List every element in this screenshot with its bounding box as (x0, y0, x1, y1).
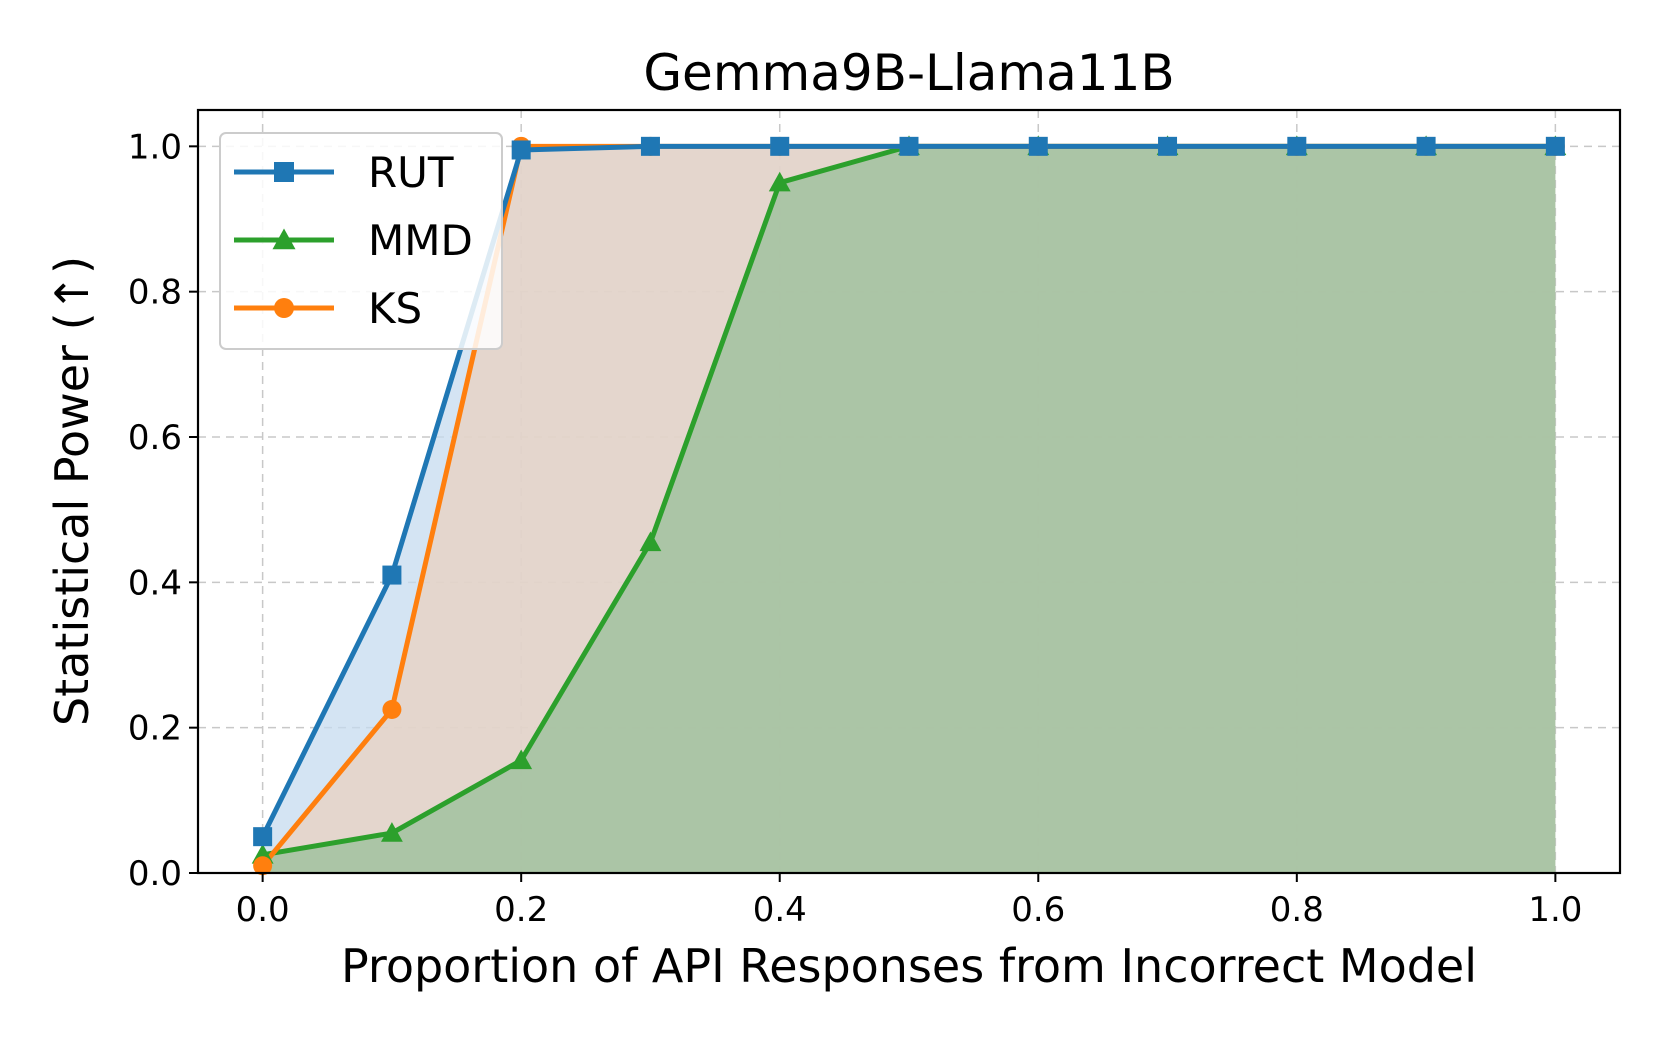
plot-frame (196, 108, 1622, 875)
legend-marker-mmd (272, 228, 296, 250)
legend-label-mmd: MMD (368, 216, 473, 265)
legend-box (219, 132, 503, 350)
data-point-rut (1028, 136, 1048, 156)
data-point-rut (770, 136, 790, 156)
y-tick-label: 1.0 (128, 127, 182, 167)
data-point-mmd (768, 171, 791, 192)
data-point-ks (253, 856, 273, 876)
y-axis-label: Statistical Power (↑) (45, 256, 99, 726)
legend-label-ks: KS (368, 284, 422, 333)
data-point-rut (640, 136, 660, 156)
x-tick-label: 0.8 (1270, 890, 1324, 930)
data-point-mmd (510, 749, 533, 770)
data-point-rut (382, 565, 402, 585)
data-point-mmd (380, 822, 403, 842)
data-point-rut (253, 827, 273, 847)
area-fills (262, 146, 1556, 874)
y-tick-label: 0.0 (128, 854, 182, 894)
x-tick-label: 0.0 (236, 890, 290, 930)
data-point-mmd (639, 531, 662, 552)
axis-ticks: 0.0 0.2 0.4 0.6 0.8 1.0 0.0 0.2 0.4 0.6 0.8 1.0 (128, 127, 1582, 930)
data-point-rut (899, 136, 919, 156)
data-point-rut (1416, 136, 1436, 156)
series-markers (251, 135, 1567, 876)
legend-marker-rut (274, 162, 294, 182)
y-tick-label: 0.6 (128, 418, 182, 458)
chart-title: Gemma9B-Llama11B (643, 44, 1174, 102)
data-point-rut (1287, 136, 1307, 156)
y-tick-label: 0.2 (128, 709, 182, 749)
legend-label-rut: RUT (368, 148, 454, 197)
legend-marker-ks (274, 298, 294, 318)
x-axis-label: Proportion of API Responses from Incorre… (341, 939, 1477, 993)
x-tick-label: 1.0 (1528, 890, 1582, 930)
data-point-rut (1545, 136, 1565, 156)
data-point-ks (382, 700, 402, 719)
data-point-rut (1158, 136, 1178, 156)
area-fill-mmd (262, 146, 1556, 874)
x-tick-label: 0.4 (753, 890, 807, 930)
data-point-rut (511, 140, 531, 160)
legend: RUT MMD KS (219, 132, 503, 350)
y-tick-label: 0.8 (128, 273, 182, 313)
x-tick-label: 0.2 (494, 890, 548, 930)
x-tick-label: 0.6 (1011, 890, 1065, 930)
y-tick-label: 0.4 (128, 563, 182, 603)
